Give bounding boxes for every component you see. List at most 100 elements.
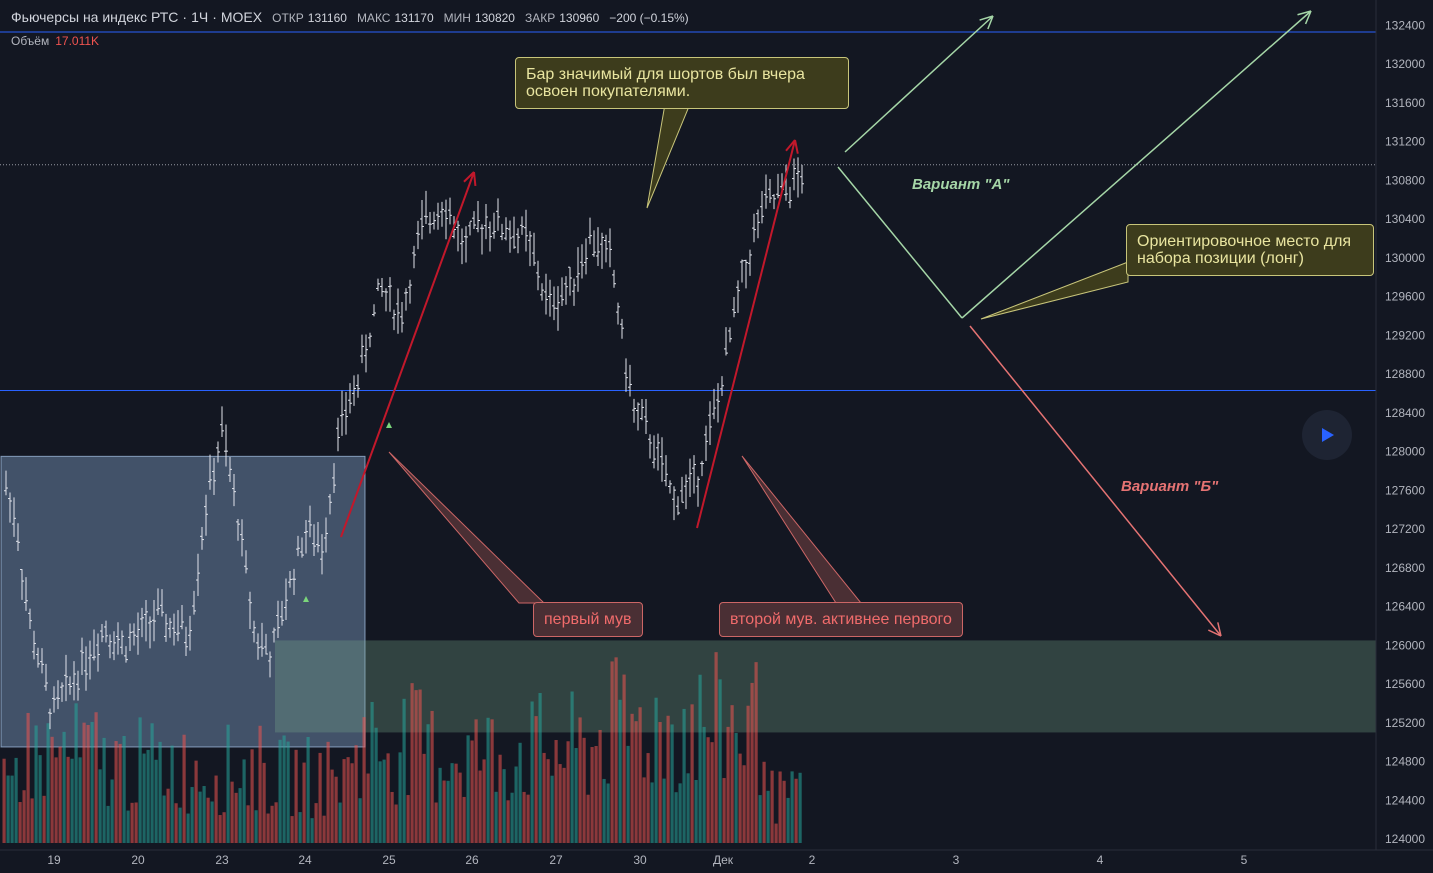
- volume-bar: [22, 790, 26, 843]
- volume-bar: [510, 792, 514, 843]
- price-tick-label: 130000: [1385, 251, 1425, 265]
- volume-bar: [154, 759, 158, 843]
- volume-bar: [90, 721, 94, 843]
- volume-bar: [530, 701, 534, 843]
- volume-bar: [462, 796, 466, 843]
- volume-label: Объём: [11, 34, 50, 48]
- volume-bar: [538, 693, 542, 843]
- volume-bar: [162, 795, 166, 843]
- note-top-callout[interactable]: Бар значимый для шортов был вчера освоен…: [515, 57, 849, 109]
- volume-bar: [726, 726, 730, 843]
- volume-bar: [78, 757, 82, 843]
- first-move-arrow: [340, 171, 475, 538]
- price-tick-label: 125600: [1385, 677, 1425, 691]
- time-tick-label: 3: [953, 853, 960, 867]
- volume-bar: [594, 745, 598, 843]
- volume-bar: [134, 802, 138, 843]
- close-label: ЗАКР: [524, 11, 556, 25]
- volume-bar: [430, 710, 434, 843]
- symbol-name[interactable]: Фьючерсы на индекс РТС: [11, 9, 179, 25]
- variant-b-label[interactable]: Вариант "Б": [1121, 478, 1219, 495]
- volume-bar: [690, 704, 694, 843]
- volume-bar: [262, 762, 266, 843]
- time-tick-label: 20: [131, 853, 145, 867]
- variant-a-label[interactable]: Вариант "А": [912, 176, 1010, 193]
- volume-bar: [470, 740, 474, 843]
- volume-bar: [750, 682, 754, 843]
- exchange: MOEX: [220, 9, 263, 25]
- time-tick-label: 5: [1241, 853, 1248, 867]
- volume-bar: [494, 791, 498, 843]
- volume-bar: [426, 724, 430, 843]
- interval[interactable]: 1Ч: [191, 9, 209, 25]
- volume-bar: [298, 812, 302, 843]
- volume-bar: [102, 737, 106, 843]
- volume-bar: [406, 795, 410, 843]
- volume-bar: [434, 802, 438, 843]
- volume-bar: [2, 758, 6, 843]
- time-tick-label: 23: [215, 853, 229, 867]
- volume-bar: [350, 763, 354, 843]
- open-label: ОТКР: [272, 11, 304, 25]
- volume-bar: [30, 798, 34, 843]
- first-move-callout[interactable]: первый мув: [533, 602, 643, 637]
- volume-bar: [582, 737, 586, 843]
- volume-bar: [706, 737, 710, 843]
- volume-value: 17.011K: [55, 34, 100, 48]
- volume-bar: [278, 739, 282, 843]
- volume-bar: [442, 780, 446, 843]
- time-tick-label: 27: [549, 853, 563, 867]
- volume-bar: [418, 689, 422, 843]
- volume-bar: [730, 705, 734, 843]
- volume-bar: [222, 812, 226, 843]
- volume-bar: [422, 753, 426, 843]
- volume-bar: [182, 734, 186, 843]
- volume-bar: [534, 716, 538, 843]
- variant-a-upper-arrow-head: [979, 15, 994, 21]
- volume-bar: [586, 794, 590, 843]
- volume-bar: [270, 805, 274, 843]
- replay-play-button[interactable]: [1302, 410, 1352, 460]
- volume-bar: [94, 712, 98, 843]
- volume-bar: [650, 782, 654, 843]
- volume-bar: [10, 775, 14, 843]
- volume-bar: [630, 713, 634, 843]
- signal-marker: [303, 596, 309, 602]
- separator: ·: [182, 9, 188, 25]
- variant-b-arrow-head: [1208, 629, 1222, 637]
- note-right-text: Ориентировочное место для набора позиции…: [1137, 233, 1352, 267]
- volume-bar: [258, 725, 262, 843]
- volume-bar: [674, 792, 678, 843]
- volume-bar: [202, 786, 206, 843]
- volume-bar: [734, 732, 738, 843]
- volume-bar: [754, 662, 758, 843]
- volume-bar: [6, 775, 10, 843]
- second-move-callout[interactable]: второй мув. активнее первого: [719, 602, 963, 637]
- volume-bar: [554, 740, 558, 843]
- volume-bar: [626, 745, 630, 843]
- volume-bar: [38, 755, 42, 843]
- volume-bar: [318, 752, 322, 843]
- volume-bar: [310, 818, 314, 843]
- volume-bar: [146, 749, 150, 843]
- note-right-callout[interactable]: Ориентировочное место для набора позиции…: [1126, 224, 1374, 276]
- volume-bar: [302, 762, 306, 843]
- volume-bar: [330, 769, 334, 843]
- volume-bar: [606, 783, 610, 843]
- price-tick-label: 127600: [1385, 483, 1425, 497]
- volume-bar: [622, 674, 626, 843]
- first-move-arrow-head: [463, 171, 475, 183]
- volume-bar: [482, 759, 486, 843]
- volume-bar: [110, 779, 114, 843]
- volume-bar: [50, 736, 54, 843]
- volume-bar: [254, 810, 258, 843]
- price-axis-panel: [1376, 0, 1433, 850]
- legend-header: Фьючерсы на индекс РТС · 1Ч · MOEX ОТКР 1…: [11, 9, 689, 25]
- volume-bar: [18, 802, 22, 843]
- volume-bar: [778, 771, 782, 843]
- second-move-text: второй мув. активнее первого: [730, 611, 952, 628]
- close-value: 130960: [559, 11, 600, 25]
- volume-bar: [334, 776, 338, 843]
- volume-bar: [266, 813, 270, 843]
